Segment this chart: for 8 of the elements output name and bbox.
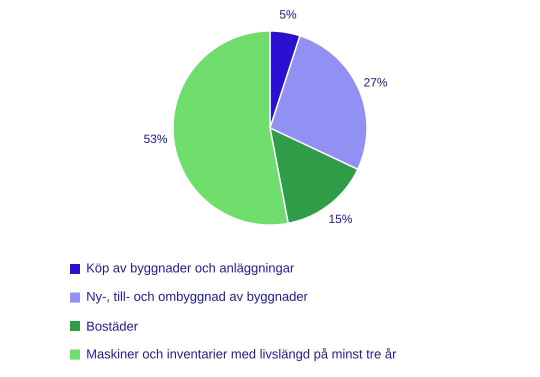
- data-label: 53%: [144, 134, 168, 144]
- legend-label: Maskiner och inventarier med livslängd på minst tre år: [87, 348, 396, 362]
- legend-label: Bostäder: [87, 321, 138, 331]
- data-label: 15%: [329, 214, 352, 224]
- data-label: 27%: [364, 78, 388, 87]
- legend-label: Köp av byggnader och anläggningar: [87, 262, 294, 276]
- legend-label: Ny-, till- och ombyggnad av byggnader: [87, 291, 308, 304]
- data-label: 5%: [280, 10, 296, 19]
